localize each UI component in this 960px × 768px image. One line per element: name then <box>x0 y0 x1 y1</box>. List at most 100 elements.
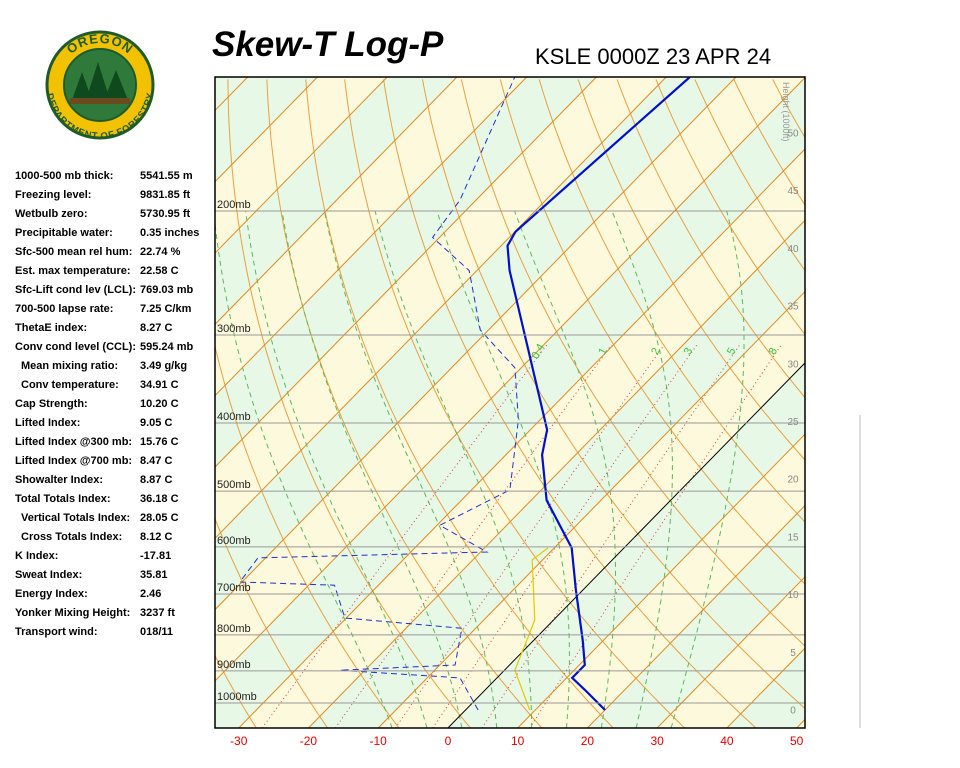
stat-value: 15.76 C <box>140 436 179 448</box>
isotherm <box>517 433 805 728</box>
mixing-ratio-label: 8 <box>767 346 780 357</box>
profile-line <box>238 77 519 711</box>
x-tick-label: -30 <box>230 734 248 748</box>
stat-label: Cross Totals Index: <box>21 531 122 543</box>
stat-value: 5541.55 m <box>140 170 193 182</box>
y2-tick-label: 35 <box>787 302 799 313</box>
mixing-ratio-label: 3 <box>682 346 695 357</box>
stat-label: Transport wind: <box>15 626 98 638</box>
isotherm <box>796 718 805 728</box>
stat-label: Conv cond level (CCL): <box>15 341 136 353</box>
stat-value: 0.35 inches <box>140 227 199 239</box>
y2-tick-label: 10 <box>787 590 799 601</box>
dry-adiabat <box>460 79 805 647</box>
stat-label: Wetbulb zero: <box>15 208 88 220</box>
x-tick-label: 30 <box>650 734 664 748</box>
moist-adiabat <box>611 210 673 728</box>
stat-value: 7.25 C/km <box>140 303 192 315</box>
stat-label: 1000-500 mb thick: <box>15 170 113 182</box>
stat-value: 595.24 mb <box>140 341 193 353</box>
dry-adiabat <box>538 79 805 523</box>
plot-frame <box>214 76 806 729</box>
mixing-ratio-label: 1 <box>596 346 609 357</box>
title: Skew-T Log-P <box>212 25 444 64</box>
stat-value: 8.27 C <box>140 322 172 334</box>
dry-adiabat <box>928 79 960 728</box>
stat-label: Freezing level: <box>15 189 91 201</box>
x-tick-label: 10 <box>511 734 525 748</box>
stat-label: Energy Index: <box>15 588 88 600</box>
isotherm <box>215 77 805 682</box>
y2-tick-label: 40 <box>787 244 799 255</box>
dry-adiabat <box>227 79 471 728</box>
stat-value: 5730.95 ft <box>140 208 190 220</box>
y2-tick-label: 50 <box>787 128 799 139</box>
y2-axis-label: Height (1000ft) <box>781 82 791 142</box>
y-tick-label: 200mb <box>217 199 251 211</box>
stat-label: ThetaE index: <box>15 322 87 334</box>
isotherm <box>587 504 805 728</box>
stat-value: 9.05 C <box>140 417 172 429</box>
stat-value: 35.81 <box>140 569 168 581</box>
dry-adiabat <box>616 79 805 399</box>
moist-adiabat <box>670 210 745 728</box>
moist-adiabat <box>323 210 498 728</box>
stat-value: 3.49 g/kg <box>140 360 187 372</box>
dry-adiabat <box>499 79 805 585</box>
y-tick-label: 600mb <box>217 535 251 547</box>
zero-isotherm <box>447 362 805 728</box>
moist-adiabat <box>514 210 616 728</box>
moist-adiabat <box>245 211 428 728</box>
mixing-ratio-line <box>334 344 612 728</box>
isotherm <box>215 77 667 540</box>
logo: OREGON DEPARTMENT OF FORESTRY <box>43 30 157 143</box>
stat-label: Lifted Index @300 mb: <box>15 436 132 448</box>
mixing-ratio-line <box>529 344 782 728</box>
dry-adiabat <box>812 79 960 728</box>
stat-value: 3237 ft <box>140 607 175 619</box>
dry-adiabat <box>889 79 960 728</box>
stat-value: 9831.85 ft <box>140 189 190 201</box>
profile-line <box>506 77 691 711</box>
stat-label: Vertical Totals Index: <box>21 512 130 524</box>
x-tick-label: 20 <box>581 734 595 748</box>
x-tick-label: 0 <box>445 734 452 748</box>
dry-adiabat <box>655 79 805 336</box>
stat-label: Conv temperature: <box>21 379 119 391</box>
stat-value: 28.05 C <box>140 512 179 524</box>
moist-adiabat <box>281 211 463 728</box>
y-tick-label: 800mb <box>217 623 251 635</box>
stat-value: 22.58 C <box>140 265 179 277</box>
isotherm <box>215 77 737 611</box>
stat-label: Total Totals Index: <box>15 493 111 505</box>
stats-table: 1000-500 mb thick: 5541.55 m Freezing leve… <box>15 170 199 638</box>
stat-value: 22.74 % <box>140 246 181 258</box>
x-tick-label: 40 <box>720 734 734 748</box>
y2-tick-label: 15 <box>787 532 799 543</box>
stat-value: 8.12 C <box>140 531 172 543</box>
dry-adiabat <box>422 79 805 710</box>
y-tick-label: 900mb <box>217 659 251 671</box>
x-tick-label: -10 <box>370 734 388 748</box>
stat-label: Sweat Index: <box>15 569 82 581</box>
y2-tick-label: 45 <box>787 186 799 197</box>
mixing-ratio-label: 5 <box>725 346 738 357</box>
moist-adiabat <box>374 210 533 728</box>
stat-value: 8.87 C <box>140 474 172 486</box>
y2-tick-label: 20 <box>787 475 799 486</box>
isotherm <box>215 77 388 254</box>
y-tick-label: 500mb <box>217 479 251 491</box>
isotherm <box>377 290 805 728</box>
stat-label: Sfc-Lift cond lev (LCL): <box>15 284 136 296</box>
profile-line <box>514 547 549 711</box>
stat-value: 018/11 <box>140 626 173 638</box>
stat-label: 700-500 lapse rate: <box>15 303 113 315</box>
stat-label: K Index: <box>15 550 58 562</box>
station: KSLE 0000Z 23 APR 24 <box>535 44 771 69</box>
dry-adiabat <box>215 517 329 728</box>
stat-value: -17.81 <box>140 550 171 562</box>
y2-tick-label: 30 <box>787 359 799 370</box>
stat-label: Lifted Index @700 mb: <box>15 455 132 467</box>
dry-adiabat <box>344 79 685 728</box>
